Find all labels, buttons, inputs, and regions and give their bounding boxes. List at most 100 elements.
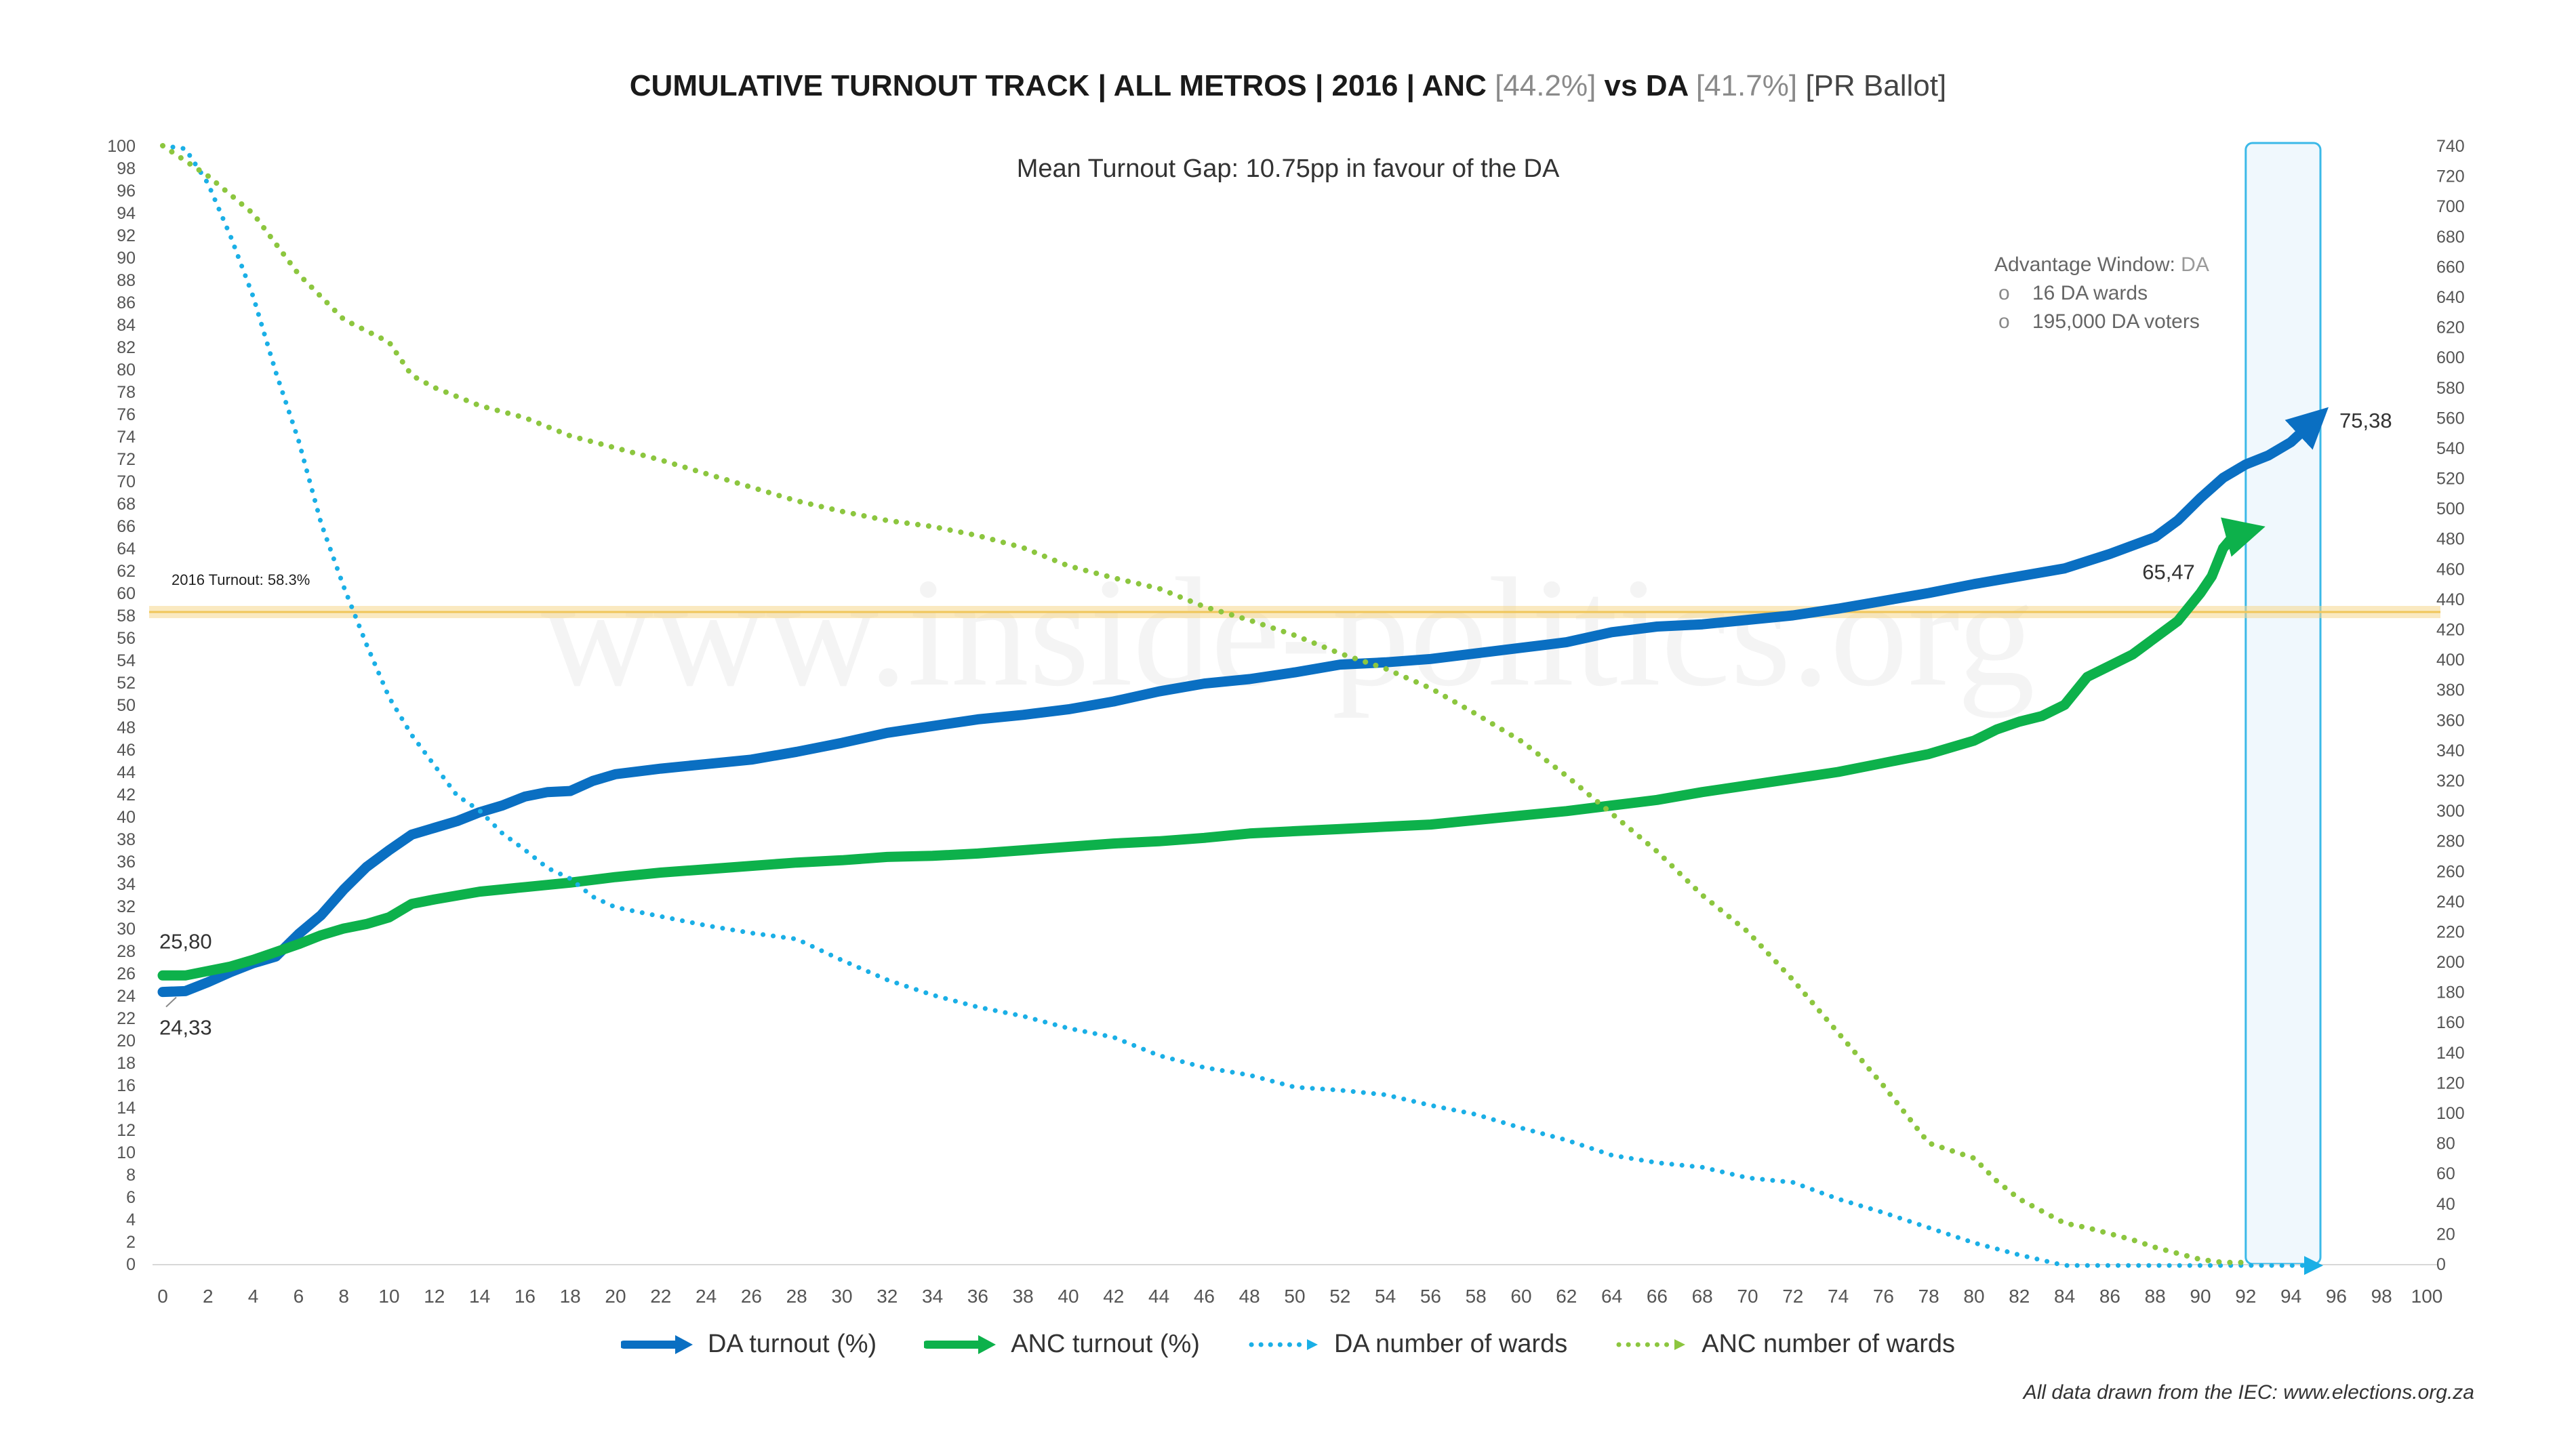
x-tick-label: 22	[650, 1286, 671, 1307]
y-right-tick-label: 440	[2436, 590, 2465, 609]
y-right-tick-label: 640	[2436, 288, 2465, 307]
y-right-tick-label: 300	[2436, 802, 2465, 821]
y-right-tick-label: 240	[2436, 893, 2465, 912]
x-tick-label: 26	[741, 1286, 762, 1307]
x-tick-label: 80	[1963, 1286, 1984, 1307]
x-tick-label: 14	[469, 1286, 490, 1307]
legend-item-anc-turnout[interactable]: ANC turnout (%)	[924, 1330, 1200, 1359]
x-tick-label: 8	[338, 1286, 349, 1307]
data-label: 75,38	[2339, 409, 2392, 432]
legend-label: DA number of wards	[1333, 1330, 1568, 1358]
solid-arrow-icon	[924, 1334, 997, 1354]
x-tick-label: 10	[378, 1286, 399, 1307]
y-left-tick-label: 60	[117, 584, 136, 603]
y-left-tick-label: 80	[117, 361, 136, 380]
x-tick-label: 40	[1058, 1286, 1079, 1307]
x-tick-label: 90	[2190, 1286, 2211, 1307]
data-label: 24,33	[159, 1016, 212, 1040]
x-tick-label: 56	[1420, 1286, 1441, 1307]
y-left-tick-label: 82	[117, 338, 136, 357]
x-tick-label: 50	[1284, 1286, 1305, 1307]
y-left-tick-label: 70	[117, 472, 136, 491]
legend-item-anc-wards[interactable]: ANC number of wards	[1615, 1330, 1955, 1359]
x-tick-label: 54	[1375, 1286, 1396, 1307]
y-right-tick-label: 480	[2436, 530, 2465, 549]
chart-title: CUMULATIVE TURNOUT TRACK | ALL METROS | …	[0, 69, 2576, 103]
legend-label: DA turnout (%)	[707, 1330, 877, 1358]
legend-item-da-turnout[interactable]: DA turnout (%)	[620, 1330, 877, 1359]
y-left-tick-label: 86	[117, 293, 136, 312]
advantage-window-item: 195,000 DA voters	[2032, 310, 2200, 333]
y-left-tick-label: 78	[117, 383, 136, 402]
advantage-window-label: Advantage Window:	[1994, 253, 2175, 276]
y-right-tick-label: 680	[2436, 228, 2465, 247]
x-tick-label: 92	[2235, 1286, 2256, 1307]
x-tick-label: 94	[2280, 1286, 2301, 1307]
y-left-tick-label: 0	[126, 1255, 136, 1274]
data-label: 25,80	[159, 929, 212, 953]
y-right-tick-label: 360	[2436, 711, 2465, 730]
advantage-window-band	[2245, 142, 2322, 1265]
y-right-tick-label: 580	[2436, 379, 2465, 398]
x-tick-label: 68	[1692, 1286, 1713, 1307]
y-right-tick-label: 520	[2436, 470, 2465, 489]
y-left-tick-label: 28	[117, 942, 136, 961]
x-tick-label: 16	[515, 1286, 536, 1307]
y-right-tick-label: 200	[2436, 953, 2465, 972]
y-left-tick-label: 92	[117, 226, 136, 245]
y-left-tick-label: 96	[117, 182, 136, 201]
y-left-tick-label: 46	[117, 741, 136, 760]
advantage-window-party: DA	[2181, 253, 2209, 276]
y-right-tick-label: 600	[2436, 348, 2465, 367]
y-left-tick-label: 20	[117, 1032, 136, 1050]
y-left-tick-label: 4	[126, 1210, 136, 1229]
x-tick-label: 36	[967, 1286, 988, 1307]
x-tick-label: 96	[2326, 1286, 2347, 1307]
x-tick-label: 72	[1782, 1286, 1803, 1307]
legend-label: ANC turnout (%)	[1011, 1330, 1200, 1358]
y-right-tick-label: 400	[2436, 651, 2465, 670]
y-right-tick-label: 100	[2436, 1104, 2465, 1123]
y-left-tick-label: 48	[117, 718, 136, 737]
x-tick-label: 98	[2371, 1286, 2392, 1307]
chart-legend: DA turnout (%) ANC turnout (%) DA number…	[0, 1330, 2576, 1359]
x-tick-label: 46	[1194, 1286, 1215, 1307]
y-left-tick-label: 24	[117, 987, 136, 1006]
y-left-tick-label: 8	[126, 1166, 136, 1185]
x-tick-label: 38	[1013, 1286, 1034, 1307]
x-tick-label: 82	[2009, 1286, 2030, 1307]
y-left-tick-label: 50	[117, 696, 136, 715]
y-right-tick-label: 720	[2436, 167, 2465, 186]
x-tick-label: 86	[2099, 1286, 2120, 1307]
y-left-tick-label: 84	[117, 316, 136, 335]
y-left-tick-label: 90	[117, 249, 136, 268]
y-left-tick-label: 98	[117, 159, 136, 178]
y-right-tick-label: 460	[2436, 560, 2465, 579]
legend-item-da-wards[interactable]: DA number of wards	[1247, 1330, 1567, 1359]
solid-arrow-icon	[620, 1334, 693, 1354]
y-right-tick-label: 500	[2436, 499, 2465, 518]
y-left-tick-label: 56	[117, 629, 136, 648]
dotted-arrow-icon	[1249, 1339, 1318, 1350]
x-tick-label: 64	[1601, 1286, 1622, 1307]
x-tick-label: 28	[786, 1286, 807, 1307]
legend-label: ANC number of wards	[1702, 1330, 1956, 1358]
y-left-tick-label: 62	[117, 562, 136, 581]
y-right-tick-label: 700	[2436, 197, 2465, 216]
y-right-tick-label: 260	[2436, 862, 2465, 881]
y-left-tick-label: 16	[117, 1076, 136, 1095]
y-right-tick-label: 40	[2436, 1195, 2455, 1214]
y-left-tick-label: 76	[117, 405, 136, 424]
y-left-tick-label: 32	[117, 897, 136, 916]
x-tick-label: 62	[1556, 1286, 1577, 1307]
watermark: www.inside-politics.org	[541, 546, 2035, 718]
x-tick-label: 74	[1828, 1286, 1849, 1307]
x-tick-label: 70	[1737, 1286, 1758, 1307]
y-right-tick-label: 620	[2436, 319, 2465, 338]
y-left-tick-label: 52	[117, 674, 136, 693]
x-tick-label: 84	[2054, 1286, 2075, 1307]
x-tick-label: 58	[1466, 1286, 1487, 1307]
y-left-tick-label: 42	[117, 785, 136, 804]
data-label: 65,47	[2142, 560, 2195, 584]
y-left-tick-label: 38	[117, 830, 136, 849]
